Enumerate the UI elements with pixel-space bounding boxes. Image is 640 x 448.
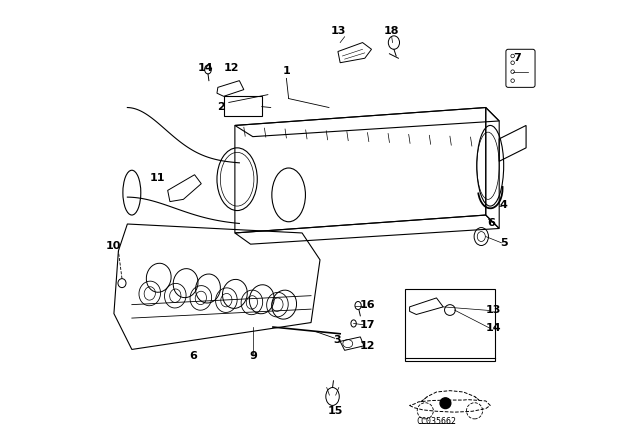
Text: 17: 17 — [359, 320, 375, 330]
Text: 11: 11 — [150, 173, 166, 183]
Text: 5: 5 — [500, 238, 508, 248]
Text: 13: 13 — [331, 26, 346, 36]
Text: 13: 13 — [486, 305, 502, 315]
Text: 12: 12 — [359, 341, 375, 351]
Circle shape — [440, 398, 451, 409]
Text: 6: 6 — [189, 351, 198, 361]
Text: 1: 1 — [282, 66, 291, 76]
Text: 3: 3 — [333, 336, 341, 345]
Text: 2: 2 — [217, 102, 225, 112]
Text: 4: 4 — [500, 200, 508, 210]
Text: 18: 18 — [384, 26, 399, 36]
Text: CC035662: CC035662 — [417, 417, 456, 426]
Bar — [405, 289, 495, 361]
Text: 12: 12 — [223, 63, 239, 73]
Text: 10: 10 — [106, 241, 121, 251]
Text: 14: 14 — [486, 323, 502, 333]
Bar — [224, 96, 262, 116]
Text: 14: 14 — [198, 63, 213, 73]
Text: 7: 7 — [513, 53, 521, 63]
Text: 6: 6 — [487, 218, 495, 228]
Text: 16: 16 — [359, 300, 375, 310]
Text: 9: 9 — [250, 351, 258, 361]
Text: 15: 15 — [328, 406, 344, 416]
